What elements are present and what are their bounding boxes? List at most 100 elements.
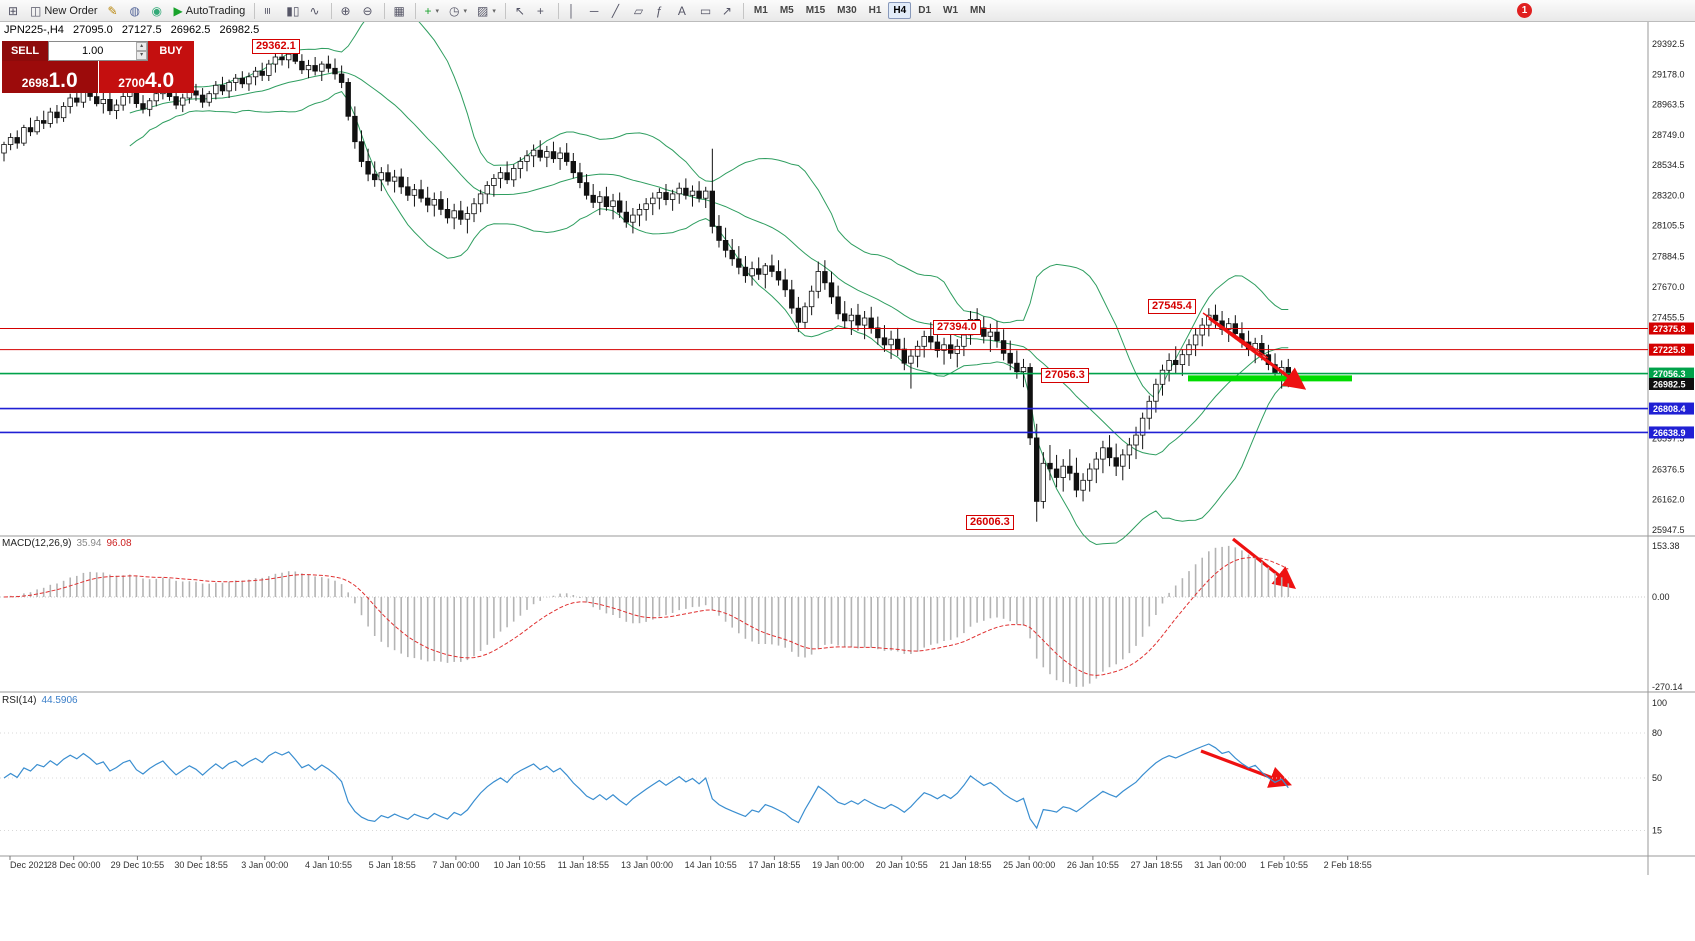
price-callout[interactable]: 27056.3 — [1041, 368, 1089, 383]
zoom-in-button[interactable]: ⊕ — [337, 1, 357, 20]
bull-candle — [703, 190, 709, 199]
toolbar-separator — [742, 2, 744, 19]
metaeditor-button[interactable]: ✎ — [104, 1, 124, 20]
bull-candle — [630, 214, 636, 223]
bear-candle — [458, 210, 464, 220]
price-level-tag-label: 26638.9 — [1653, 428, 1686, 438]
high-value: 27127.5 — [121, 24, 162, 36]
crosshair-button[interactable]: + — [533, 1, 553, 20]
bear-candle — [27, 127, 34, 133]
bull-candle — [153, 93, 159, 102]
time-axis-label: 2 Feb 18:55 — [1324, 860, 1372, 870]
bear-candle — [133, 91, 140, 105]
buy-button[interactable]: BUY — [148, 41, 194, 61]
chevron-down-icon: ▾ — [463, 7, 468, 15]
timeframe-m5-button[interactable]: M5 — [775, 2, 799, 19]
bear-candle — [1212, 314, 1219, 322]
volume-input[interactable] — [49, 42, 137, 60]
bull-candle — [1199, 324, 1205, 336]
vertical-line-button[interactable]: │ — [564, 1, 584, 20]
bull-candle — [861, 317, 868, 326]
timeframe-h1-button[interactable]: H1 — [864, 2, 887, 19]
bull-candle — [650, 197, 656, 205]
rsi-trend-arrow[interactable] — [1200, 749, 1292, 788]
timeframe-d1-button[interactable]: D1 — [913, 2, 936, 19]
line-chart-button[interactable]: ∿ — [306, 1, 326, 20]
zoom-out-button[interactable]: ⊖ — [359, 1, 379, 20]
bull-candle — [266, 63, 272, 76]
bear-candle — [895, 338, 901, 350]
bull-candle — [497, 172, 504, 179]
bear-candle — [742, 266, 749, 277]
autotrading-button[interactable]: ▶ AutoTrading — [170, 1, 250, 20]
price-level-tag-label: 27225.8 — [1653, 345, 1686, 355]
volume-decrease-button[interactable]: ▾ — [136, 51, 147, 60]
timeframe-m1-button[interactable]: M1 — [749, 2, 773, 19]
bear-candle — [365, 160, 371, 175]
horizontal-line-button[interactable]: ─ — [586, 1, 606, 20]
volume-increase-button[interactable]: ▴ — [136, 42, 147, 51]
symbol-timeframe-label: JPN225-,H4 — [4, 24, 64, 36]
price-axis-label: 27670.0 — [1652, 282, 1685, 292]
bear-candle — [981, 327, 987, 337]
bear-candle — [332, 67, 338, 75]
timeframe-m30-button[interactable]: M30 — [832, 2, 861, 19]
price-axis-label: 25947.5 — [1652, 525, 1685, 535]
print-button[interactable]: ◍ — [126, 1, 146, 20]
candle-chart-button[interactable]: ▮▯ — [282, 1, 303, 20]
bear-candle — [173, 96, 179, 106]
periods-button[interactable]: ◷ ▾ — [445, 1, 471, 20]
bear-candle — [74, 97, 80, 103]
fibonacci-button[interactable]: ƒ — [652, 1, 672, 20]
price-axis-label: 28963.5 — [1652, 100, 1685, 110]
price-callout[interactable]: 27394.0 — [933, 320, 981, 335]
new-order-button[interactable]: ◫ New Order — [26, 1, 102, 20]
data-window-icon: ◉ — [151, 3, 163, 18]
chevron-down-icon: ▾ — [492, 7, 496, 15]
bull-candle — [1100, 447, 1106, 460]
bear-candle — [418, 189, 424, 199]
bull-candle — [1166, 359, 1172, 371]
bull-candle — [120, 96, 126, 106]
timeframe-mn-button[interactable]: MN — [965, 2, 991, 19]
timeframe-m15-button[interactable]: M15 — [801, 2, 830, 19]
notification-badge[interactable]: 1 — [1517, 3, 1532, 18]
arrows-tool-button[interactable]: ↗ — [718, 1, 738, 20]
bear-candle — [239, 77, 245, 85]
text-button[interactable]: A — [674, 1, 694, 20]
bull-candle — [749, 268, 755, 277]
time-axis-label: 30 Dec 18:55 — [174, 860, 228, 870]
trendline-button[interactable]: ╱ — [608, 1, 628, 20]
bear-candle — [1047, 462, 1053, 470]
bull-candle — [517, 160, 524, 169]
bear-candle — [709, 190, 715, 227]
bull-candle — [252, 70, 259, 78]
indicators-button[interactable]: + ▾ — [421, 1, 444, 20]
timeframe-w1-button[interactable]: W1 — [938, 2, 963, 19]
bull-candle — [491, 177, 497, 186]
cursor-button[interactable]: ↖ — [511, 1, 531, 20]
new-chart-button[interactable]: ⊞ — [4, 1, 24, 20]
price-callout[interactable]: 26006.3 — [966, 515, 1014, 530]
tile-windows-button[interactable]: ▦ — [390, 1, 410, 20]
sell-button[interactable]: SELL — [2, 41, 48, 61]
price-callout[interactable]: 27545.4 — [1148, 299, 1196, 314]
timeframe-h4-button[interactable]: H4 — [888, 2, 912, 19]
price-axis-label: 26162.0 — [1652, 495, 1685, 505]
toolbar-separator — [504, 2, 506, 19]
bull-candle — [47, 111, 53, 124]
text-label-button[interactable]: ▭ — [696, 1, 716, 20]
price-trend-arrow[interactable] — [1208, 316, 1307, 390]
time-axis-label: 19 Jan 00:00 — [812, 860, 864, 870]
equidistant-channel-button[interactable]: ▱ — [630, 1, 650, 20]
price-callout[interactable]: 29362.1 — [252, 39, 300, 54]
data-window-button[interactable]: ◉ — [148, 1, 168, 20]
text-icon: A — [677, 3, 686, 18]
bear-candle — [570, 160, 576, 174]
templates-button[interactable]: ▨ ▾ — [473, 1, 500, 20]
bull-candle — [113, 104, 120, 111]
bar-chart-button[interactable]: ≡ — [260, 1, 280, 20]
bear-candle — [663, 192, 669, 200]
bear-candle — [338, 73, 345, 83]
